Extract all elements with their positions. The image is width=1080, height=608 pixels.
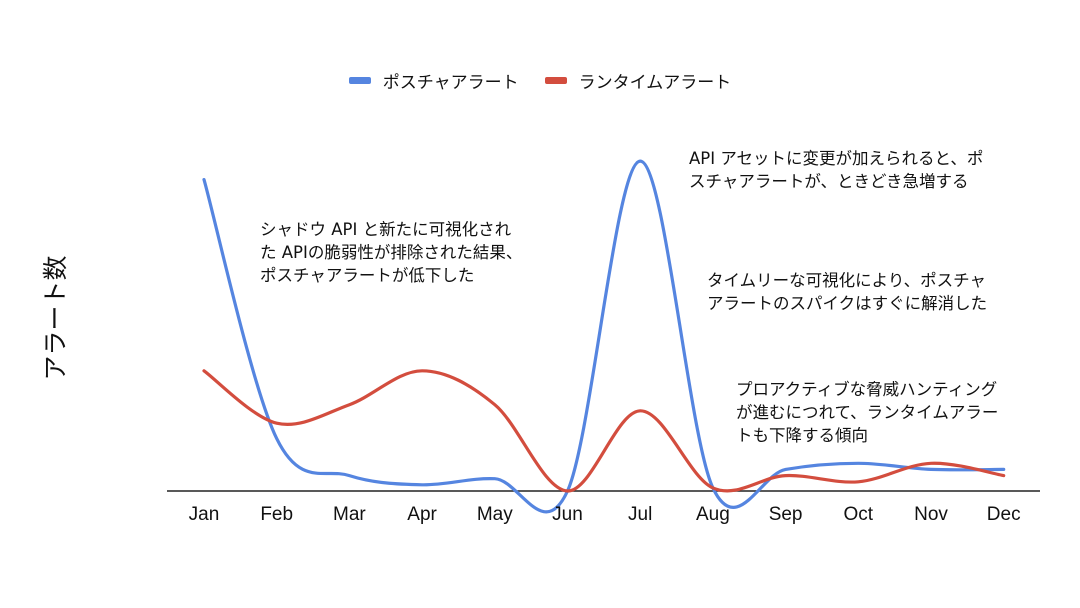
x-tick-label: Nov [914,504,948,525]
legend-label-runtime: ランタイムアラート [578,73,732,93]
series-line-1 [202,369,1006,493]
x-tick-label: Dec [987,504,1021,525]
y-axis-label: アラート数 [41,255,70,381]
annotation-shadow-api: シャドウ API と新たに可視化され た APIの脆弱性が排除された結果、 ポス… [260,220,523,285]
x-tick-label: Oct [844,504,874,525]
legend-item-runtime: ランタイムアラート [544,68,732,93]
x-tick-label: Feb [260,504,293,525]
x-tick-label: Jun [552,504,583,525]
x-tick-label: Sep [769,504,803,525]
x-tick-label: May [477,504,513,525]
x-tick-label: Jan [189,504,220,525]
x-tick-label: Jul [628,504,652,525]
x-tick-label: Apr [407,504,437,525]
annotation-threat-hunting: プロアクティブな脅威ハンティング が進むにつれて、ランタイムアラー トも下降する… [736,380,999,445]
chart-legend: ポスチャアラート ランタイムアラート [0,68,1080,93]
annotation-asset-change: API アセットに変更が加えられると、ポ スチャアラートが、ときどき急増する [689,149,984,191]
x-tick-label: Mar [333,504,366,525]
legend-item-posture: ポスチャアラート [348,68,519,93]
x-tick-label: Aug [696,504,730,525]
series-line-0 [202,159,1006,514]
legend-label-posture: ポスチャアラート [382,73,519,93]
annotation-timely-visibility: タイムリーな可視化により、ポスチャ アラートのスパイクはすぐに解消した [707,271,988,313]
legend-swatch-runtime [544,77,567,84]
legend-swatch-posture [348,77,371,84]
